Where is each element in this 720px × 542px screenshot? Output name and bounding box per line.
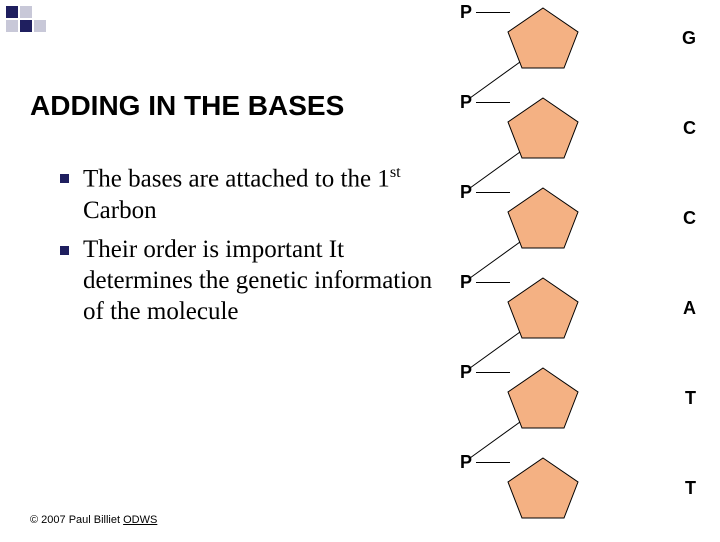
nucleotide-unit: P C — [450, 182, 700, 272]
deco-square — [20, 6, 32, 18]
nucleotide-unit: P T — [450, 452, 700, 542]
deco-square — [34, 20, 46, 32]
slide-content: ADDING IN THE BASES The bases are attach… — [30, 90, 450, 336]
bullet-marker — [60, 174, 69, 183]
sugar-pentagon — [504, 456, 582, 527]
nucleotide-unit: P G — [450, 2, 700, 92]
deco-square — [20, 20, 32, 32]
nucleotide-unit: P T — [450, 362, 700, 452]
nucleotide-unit: P A — [450, 272, 700, 362]
base-label: C — [683, 208, 696, 229]
bullet-marker — [60, 246, 69, 255]
copyright-link[interactable]: ODWS — [123, 514, 157, 526]
dna-diagram: P GP CP CP AP TP T — [450, 0, 700, 540]
nucleotide-unit: P C — [450, 92, 700, 182]
pentagon-icon — [504, 456, 582, 522]
bullet-list: The bases are attached to the 1st Carbon… — [30, 162, 450, 328]
phosphate-label: P — [460, 92, 472, 113]
base-label: T — [685, 388, 696, 409]
bullet-text: Their order is important It determines t… — [83, 234, 450, 328]
base-label: A — [683, 298, 696, 319]
copyright: © 2007 Paul Billiet ODWS — [30, 514, 157, 526]
copyright-text: © 2007 Paul Billiet — [30, 514, 123, 526]
phosphate-label: P — [460, 362, 472, 383]
bullet-text: The bases are attached to the 1st Carbon — [83, 162, 450, 226]
bullet-item: Their order is important It determines t… — [60, 234, 450, 328]
phosphate-label: P — [460, 452, 472, 473]
phosphate-label: P — [460, 182, 472, 203]
base-label: C — [683, 118, 696, 139]
slide-title: ADDING IN THE BASES — [30, 90, 450, 122]
bullet-item: The bases are attached to the 1st Carbon — [60, 162, 450, 226]
base-label: G — [682, 28, 696, 49]
phosphate-label: P — [460, 272, 472, 293]
deco-square — [6, 20, 18, 32]
phosphate-label: P — [460, 2, 472, 23]
deco-square — [6, 6, 18, 18]
base-label: T — [685, 478, 696, 499]
